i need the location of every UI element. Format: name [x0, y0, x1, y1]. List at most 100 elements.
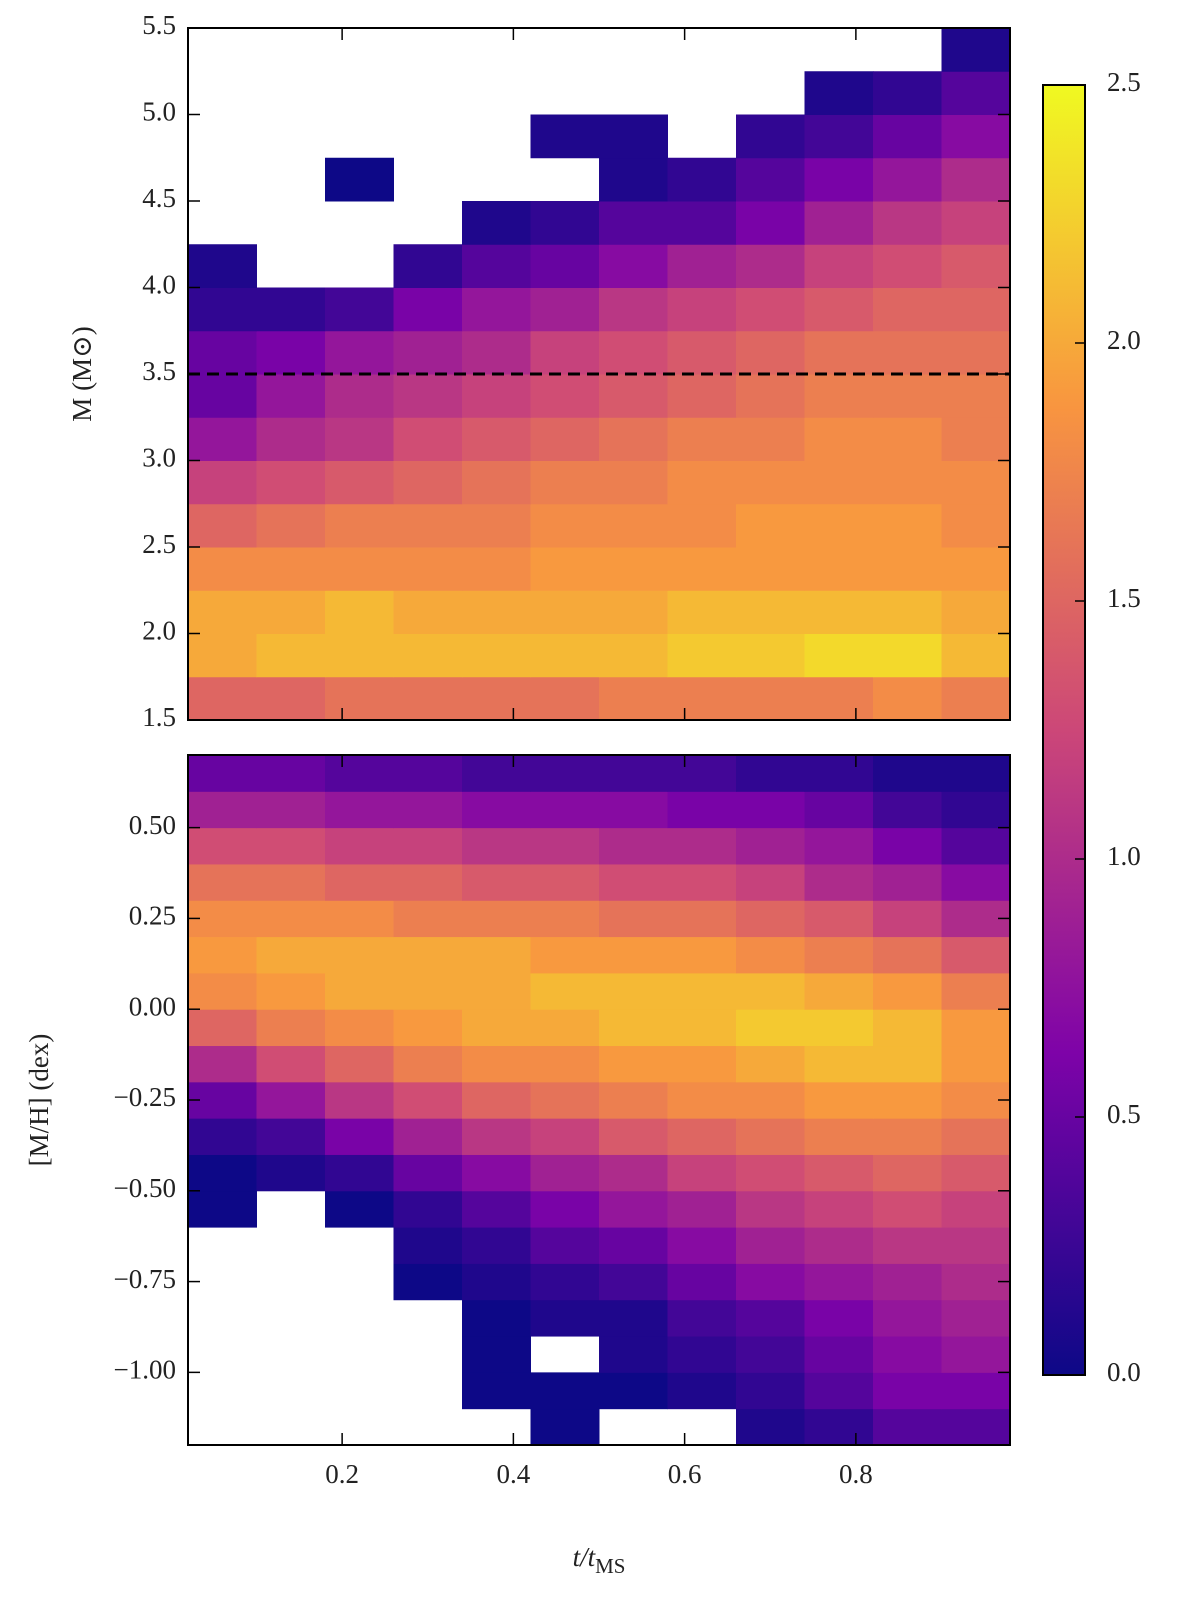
heatmap-cell [393, 936, 463, 974]
y-axis-label: M (M⊙) [67, 326, 97, 421]
heatmap-cell [530, 1227, 600, 1264]
heatmap-cell [667, 633, 737, 678]
heatmap-cell [804, 1227, 874, 1264]
heatmap-cell [599, 863, 668, 901]
heatmap-cell [599, 1009, 668, 1047]
heatmap-cell [804, 1299, 874, 1337]
heatmap-cell [325, 330, 394, 375]
y-tick-label: −0.75 [114, 1264, 176, 1294]
heatmap-cell [188, 417, 257, 461]
heatmap-cell [667, 244, 737, 288]
heatmap-cell [667, 972, 737, 1010]
heatmap-cell [393, 417, 463, 461]
heatmap-cell [941, 28, 1011, 72]
heatmap-cell [941, 503, 1011, 548]
y-tick-label: 0.00 [129, 991, 176, 1021]
heatmap-cell [393, 590, 463, 634]
heatmap-cell [736, 936, 805, 974]
heatmap-cell [188, 1154, 257, 1192]
heatmap-cell [325, 590, 394, 634]
heatmap-cell [188, 676, 257, 721]
heatmap-cell [736, 1372, 805, 1410]
y-tick-label: 5.5 [142, 10, 176, 40]
heatmap-cell [393, 503, 463, 548]
heatmap-cell [873, 863, 942, 901]
heatmap-cell [393, 676, 463, 721]
heatmap-cell [873, 1263, 942, 1301]
heatmap-cell [188, 460, 257, 505]
heatmap-cell [188, 374, 257, 418]
x-tick-label: 0.8 [839, 1459, 873, 1489]
heatmap-cell [873, 1408, 942, 1446]
heatmap-cell [667, 1372, 737, 1410]
heatmap-cell [873, 590, 942, 634]
heatmap-cell [873, 676, 942, 721]
heatmap-cell [599, 157, 668, 202]
heatmap-cell [393, 1045, 463, 1083]
heatmap-cell [530, 791, 600, 829]
y-tick-label: −1.00 [114, 1355, 176, 1385]
heatmap-cell [941, 1299, 1011, 1337]
y-tick-label: 4.5 [142, 183, 176, 213]
heatmap-cell [667, 460, 737, 505]
heatmap-cell [325, 157, 394, 202]
heatmap-cell [530, 460, 600, 505]
heatmap-cell [325, 1045, 394, 1083]
heatmap-cell [393, 1118, 463, 1155]
heatmap-cell [804, 676, 874, 721]
heatmap-cell [804, 460, 874, 505]
heatmap-cell [462, 633, 531, 678]
heatmap-cell [736, 1299, 805, 1337]
heatmap-cell [462, 791, 531, 829]
heatmap-cell [941, 71, 1011, 115]
y-tick-label: 0.25 [129, 901, 176, 931]
heatmap-cell [804, 1263, 874, 1301]
heatmap-cell [462, 330, 531, 375]
heatmap-cell [256, 791, 326, 829]
heatmap-cell [325, 972, 394, 1010]
heatmap-cell [393, 244, 463, 288]
heatmap-cell [736, 460, 805, 505]
heatmap-cell [941, 287, 1011, 332]
heatmap-cell [462, 1045, 531, 1083]
heatmap-cell [873, 503, 942, 548]
heatmap-cell [599, 460, 668, 505]
heatmap-cell [530, 114, 600, 159]
colorbar-tick-label: 0.5 [1107, 1099, 1141, 1129]
heatmap-cell [667, 900, 737, 938]
heatmap-cell [667, 417, 737, 461]
heatmap-cell [599, 791, 668, 829]
heatmap-cell [530, 827, 600, 865]
heatmap-cell [873, 547, 942, 591]
heatmap-cell [462, 287, 531, 332]
heatmap-cell [256, 590, 326, 634]
heatmap-cell [188, 503, 257, 548]
heatmap-cell [188, 287, 257, 332]
heatmap-cell [736, 1227, 805, 1264]
heatmap-cell [667, 1190, 737, 1228]
heatmap-cell [325, 417, 394, 461]
heatmap-cell [804, 1154, 874, 1192]
heatmap-cell [530, 1408, 600, 1446]
heatmap-cell [188, 827, 257, 865]
heatmap-cell [667, 547, 737, 591]
heatmap-cell [941, 791, 1011, 829]
heatmap-cell [941, 1227, 1011, 1264]
heatmap-cell [325, 1190, 394, 1228]
heatmap-cell [667, 1227, 737, 1264]
heatmap-cell [736, 417, 805, 461]
heatmap-cell [188, 547, 257, 591]
y-tick-label: −0.25 [114, 1082, 176, 1112]
heatmap-cell [530, 547, 600, 591]
heatmap-cell [667, 791, 737, 829]
colorbar-tick-label: 1.5 [1107, 583, 1141, 613]
heatmap-cell [256, 1118, 326, 1155]
heatmap-cell [873, 936, 942, 974]
heatmap-cell [804, 863, 874, 901]
heatmap-cell [736, 547, 805, 591]
heatmap-cell [667, 590, 737, 634]
heatmap-cell [256, 287, 326, 332]
heatmap-cell [804, 590, 874, 634]
heatmap-cell [325, 1009, 394, 1047]
heatmap-cell [462, 755, 531, 792]
